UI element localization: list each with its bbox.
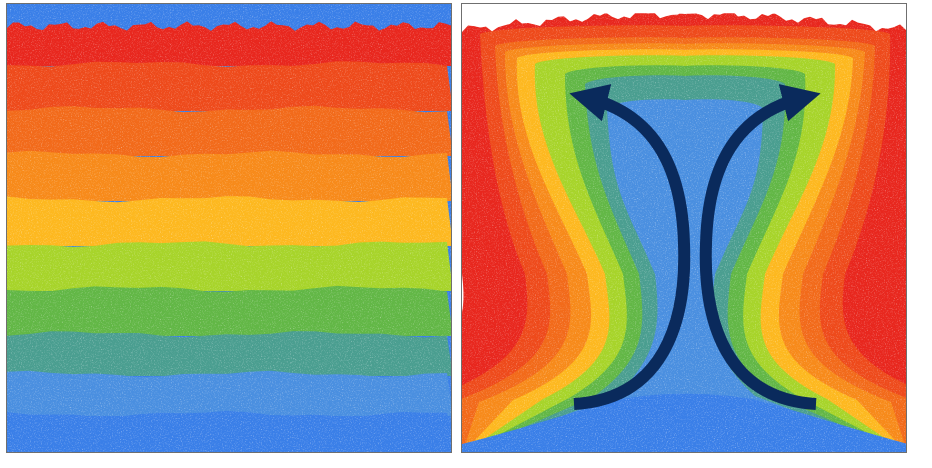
flow-arrows (569, 84, 821, 410)
right-panel-deformed-layers (461, 3, 907, 453)
right-flow-arrow (699, 84, 821, 410)
convection-particles-image (462, 4, 906, 452)
layered-particles-image (7, 4, 451, 452)
left-flow-arrow (569, 84, 691, 410)
left-panel-initial-layers (6, 3, 452, 453)
particle-texture (7, 4, 451, 452)
